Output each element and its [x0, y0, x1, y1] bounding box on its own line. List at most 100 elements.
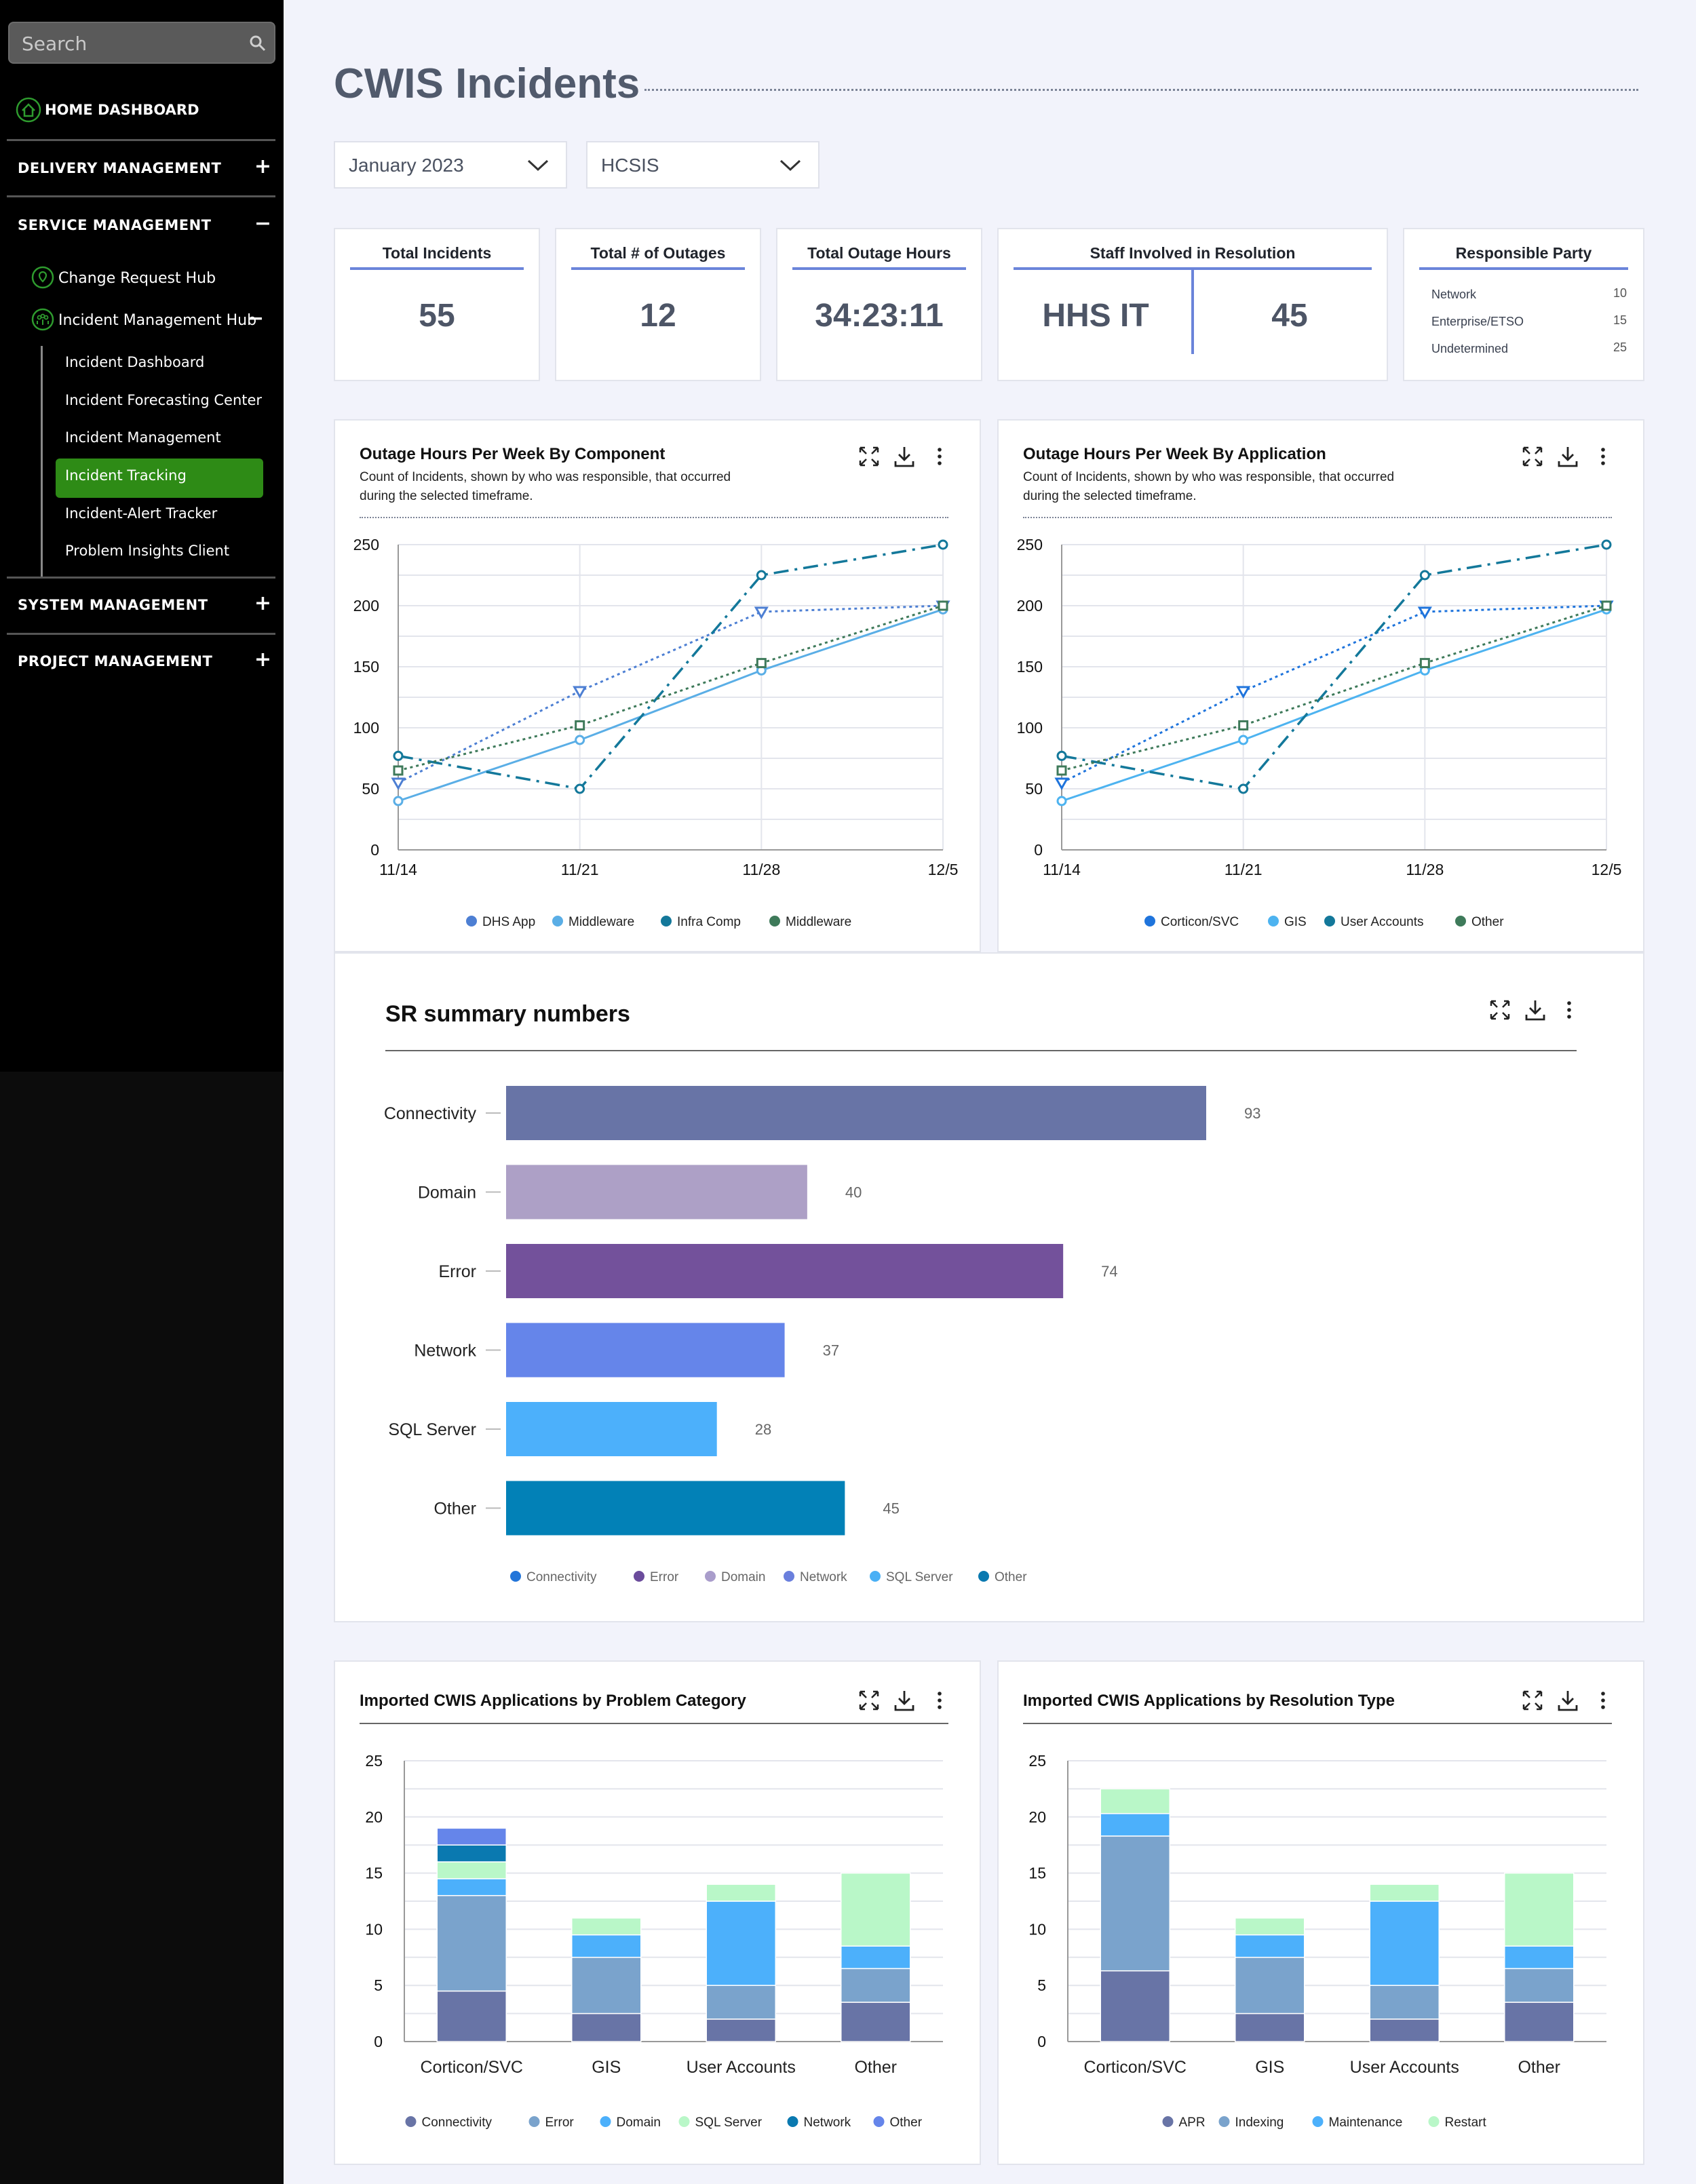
data-point: [1601, 539, 1612, 550]
legend-swatch: [870, 1571, 881, 1582]
kpi-label: Total Outage Hours: [807, 244, 951, 262]
legend-swatch: [873, 2116, 885, 2127]
change-request-hub-link[interactable]: Change Request Hub: [31, 265, 275, 292]
nav-section-delivery[interactable]: DELIVERY MANAGEMENT +: [0, 155, 284, 182]
y-tick-label: 15: [365, 1865, 383, 1882]
nav-divider: [7, 195, 275, 197]
bar: [506, 1165, 807, 1220]
incident-management-hub-link[interactable]: Incident Management Hub −: [31, 307, 275, 334]
series-line: [1061, 543, 1607, 790]
download-icon[interactable]: [1556, 445, 1579, 468]
x-tick-label: GIS: [1255, 2058, 1284, 2077]
stacked-bar-chart-resolution-type: 0 5 10 15 20 25 Corticon/SVC GIS User Accounts Ot…: [1028, 1752, 1606, 2130]
bar-segment: [841, 2002, 911, 2042]
sidebar-item-incident-forecasting-center[interactable]: Incident Forecasting Center: [65, 392, 263, 408]
line-chart-application: 0 50 100 150 200 250 11/14 11/21 11/28 12/5 Cortic…: [1017, 536, 1622, 929]
more-vertical-icon[interactable]: [1592, 1689, 1615, 1712]
month-select[interactable]: January 2023: [334, 141, 567, 189]
kpi-divider: [1191, 270, 1194, 354]
chart-title: SR summary numbers: [385, 1001, 630, 1027]
x-tick-label: 12/5: [928, 861, 959, 878]
legend-label: Connectivity: [526, 1570, 597, 1584]
x-tick-label: Corticon/SVC: [421, 2058, 523, 2077]
x-tick-label: Corticon/SVC: [1084, 2058, 1187, 2077]
sidebar-item-incident-management[interactable]: Incident Management: [65, 429, 221, 446]
search-input[interactable]: [20, 23, 240, 64]
sidebar-footer-area: [0, 1072, 284, 2184]
download-icon[interactable]: [893, 445, 916, 468]
expand-icon[interactable]: [857, 1689, 881, 1712]
sidebar-item-incident-dashboard[interactable]: Incident Dashboard: [65, 354, 205, 370]
y-tick-label: Network: [414, 1342, 476, 1361]
data-point: [391, 777, 406, 791]
legend-swatch: [784, 1571, 794, 1582]
legend-swatch: [1268, 916, 1279, 927]
bar: [506, 1402, 717, 1456]
bar-segment: [1369, 1900, 1440, 1986]
expand-icon[interactable]: [1488, 998, 1511, 1021]
expand-icon[interactable]: [1521, 445, 1544, 468]
home-dashboard-link[interactable]: HOME DASHBOARD: [15, 96, 273, 125]
data-label: 74: [1101, 1263, 1117, 1280]
chart-rule: [360, 1723, 948, 1724]
expand-icon[interactable]: [857, 445, 881, 468]
legend-swatch: [1324, 916, 1335, 927]
data-point: [575, 783, 585, 794]
data-point: [1601, 600, 1612, 611]
bar-segment: [571, 2012, 642, 2042]
nav-section-label: DELIVERY MANAGEMENT: [18, 160, 222, 176]
bar-segment: [571, 1957, 642, 2014]
active-item-highlight: [56, 459, 263, 498]
y-tick-label: 250: [1017, 536, 1043, 553]
data-point: [573, 686, 587, 699]
line-chart-component: 0 50 100 150 200 250 11/14 11/21 11/28 12/5 DHS Ap…: [353, 536, 959, 929]
nav-section-system[interactable]: SYSTEM MANAGEMENT +: [0, 591, 284, 619]
responsible-row-name: Enterprise/ETSO: [1431, 315, 1524, 328]
kpi-rule: [571, 267, 745, 270]
more-vertical-icon[interactable]: [1558, 998, 1581, 1021]
nav-section-label: SERVICE MANAGEMENT: [18, 217, 212, 233]
series-line: [1061, 604, 1607, 772]
kpi-staff-involved: Staff Involved in Resolution HHS IT 45: [997, 228, 1388, 381]
legend-label: Network: [804, 2115, 851, 2130]
chart-title: Outage Hours Per Week By Application: [1023, 445, 1326, 463]
search-box: [8, 22, 275, 64]
bar-segment: [1504, 1872, 1575, 1947]
sidebar-item-incident-tracking[interactable]: Incident Tracking: [65, 467, 187, 484]
legend-swatch: [1144, 916, 1155, 927]
bar-segment: [571, 1917, 642, 1936]
legend-label: GIS: [1284, 915, 1307, 929]
tree-line: [41, 346, 43, 577]
stacked-bar-chart-problem-category: 0 5 10 15 20 25 Corticon/SVC GIS User Accounts Ot…: [365, 1752, 943, 2130]
legend-label: SQL Server: [695, 2115, 763, 2130]
more-vertical-icon[interactable]: [928, 445, 951, 468]
x-tick-label: 11/28: [742, 861, 780, 878]
bar-segment: [1100, 1970, 1170, 2042]
legend-label: Restart: [1445, 2115, 1487, 2130]
search-icon[interactable]: [248, 34, 267, 53]
bar-segment: [1100, 1813, 1170, 1837]
sidebar: [0, 0, 284, 1072]
legend-label: Other: [1471, 915, 1504, 929]
legend-swatch: [405, 2116, 417, 2127]
download-icon[interactable]: [893, 1689, 916, 1712]
kpi-value: 34:23:11: [815, 298, 944, 334]
sidebar-item-incident-alert-tracker[interactable]: Incident-Alert Tracker: [65, 505, 218, 522]
expand-icon: +: [254, 648, 271, 671]
nav-section-service[interactable]: SERVICE MANAGEMENT −: [0, 212, 284, 239]
sidebar-item-problem-insights-client[interactable]: Problem Insights Client: [65, 543, 230, 559]
y-tick-label: 200: [1017, 597, 1043, 615]
program-select[interactable]: HCSIS: [586, 141, 820, 189]
download-icon[interactable]: [1524, 998, 1547, 1021]
legend-label: DHS App: [482, 915, 535, 929]
nav-section-project[interactable]: PROJECT MANAGEMENT +: [0, 648, 284, 675]
legend-label: Maintenance: [1329, 2115, 1403, 2130]
data-label: 93: [1244, 1105, 1260, 1122]
home-icon: [16, 97, 41, 123]
bar-segment: [1504, 1968, 1575, 2003]
expand-icon[interactable]: [1521, 1689, 1544, 1712]
data-point: [1419, 570, 1430, 581]
download-icon[interactable]: [1556, 1689, 1579, 1712]
more-vertical-icon[interactable]: [1592, 445, 1615, 468]
more-vertical-icon[interactable]: [928, 1689, 951, 1712]
